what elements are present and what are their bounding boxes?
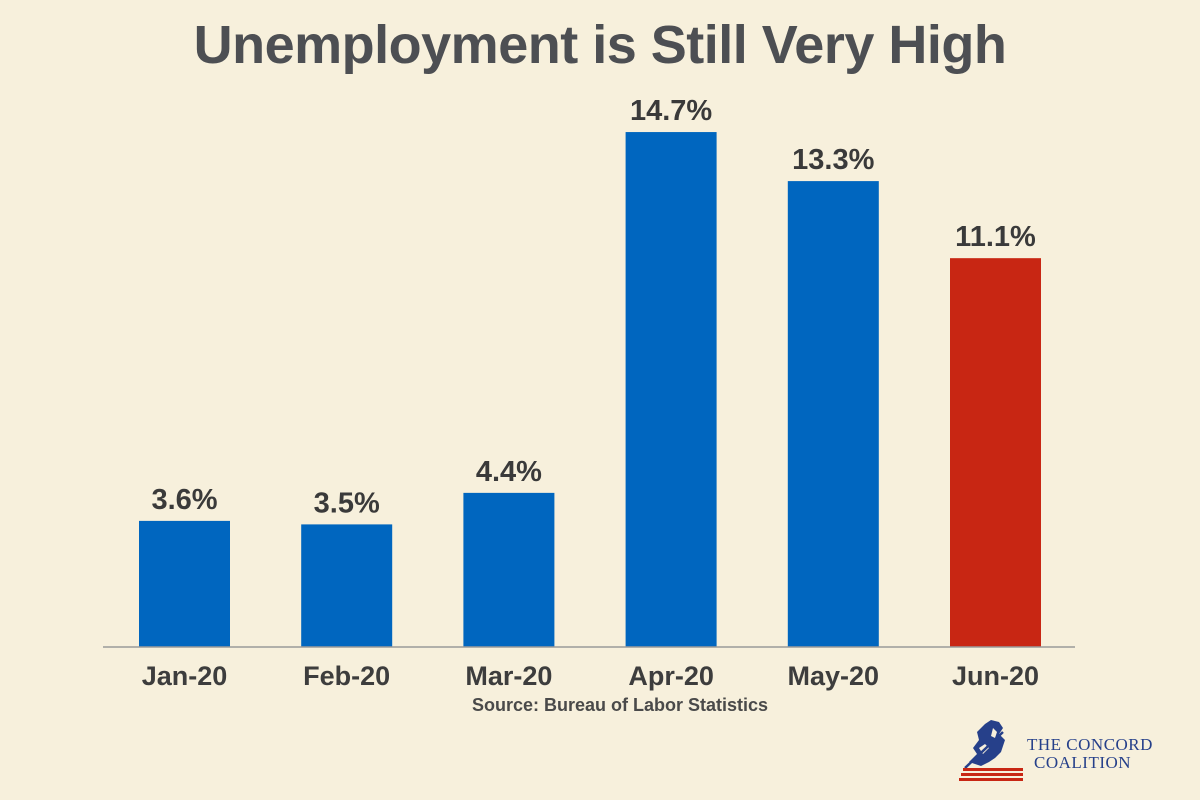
- chart-source: Source: Bureau of Labor Statistics: [471, 695, 769, 715]
- value-label-mar-20: 4.4%: [476, 456, 542, 488]
- value-labels-group: 3.6% 3.5% 4.4% 14.7% 13.3% 11.1%: [151, 95, 1036, 519]
- value-label-jan-20: 3.6%: [151, 484, 217, 516]
- tick-label-jun-20: Jun-20: [952, 661, 1039, 691]
- tick-label-may-20: May-20: [788, 661, 880, 691]
- bars-group: [139, 132, 1041, 647]
- logo-text-line1: The Concord: [1027, 735, 1153, 754]
- bar-apr-20: [625, 132, 717, 647]
- tick-label-jan-20: Jan-20: [142, 661, 228, 691]
- bar-feb-20: [301, 524, 393, 647]
- tick-label-mar-20: Mar-20: [465, 661, 552, 691]
- value-label-may-20: 13.3%: [792, 144, 874, 176]
- bar-jun-20: [950, 258, 1041, 647]
- chart-title: Unemployment is Still Very High: [193, 15, 1007, 75]
- value-label-jun-20: 11.1%: [955, 221, 1036, 253]
- minuteman-icon: [959, 720, 1023, 781]
- tick-label-apr-20: Apr-20: [628, 661, 714, 691]
- tick-labels-group: Jan-20 Feb-20 Mar-20 Apr-20 May-20 Jun-20: [142, 661, 1039, 691]
- bar-may-20: [787, 181, 879, 647]
- tick-label-feb-20: Feb-20: [303, 661, 390, 691]
- logo-text-line2: Coalition: [1034, 753, 1132, 772]
- concord-coalition-logo: The Concord Coalition: [955, 718, 1175, 784]
- value-label-feb-20: 3.5%: [314, 487, 380, 519]
- bar-mar-20: [463, 492, 555, 647]
- bar-jan-20: [139, 520, 230, 647]
- value-label-apr-20: 14.7%: [630, 95, 712, 127]
